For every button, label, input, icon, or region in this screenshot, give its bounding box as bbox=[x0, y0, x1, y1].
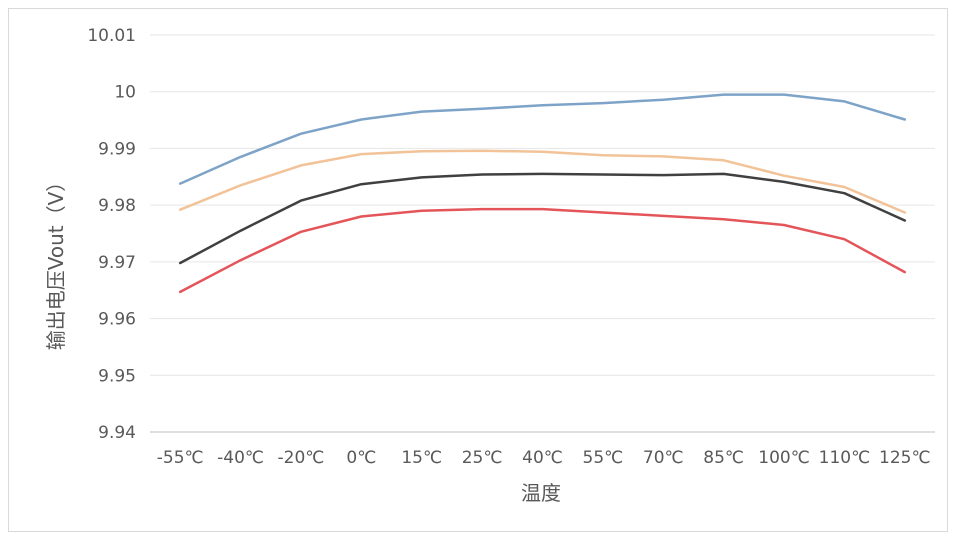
series-line-3 bbox=[178, 172, 907, 265]
y-tick-label: 10 bbox=[114, 83, 136, 103]
x-tick-label: 100℃ bbox=[758, 448, 810, 468]
x-tick-label: 110℃ bbox=[819, 448, 871, 468]
y-tick-label: 9.99 bbox=[98, 139, 136, 159]
x-tick-label: 40℃ bbox=[522, 448, 563, 468]
y-tick-label: 9.95 bbox=[98, 366, 136, 386]
y-tick-label: 10.01 bbox=[87, 26, 136, 46]
x-tick-label: 70℃ bbox=[643, 448, 684, 468]
y-axis-ticks: 9.94 9.95 9.96 9.97 9.98 9.99 10 10.01 bbox=[87, 26, 136, 443]
x-tick-label: 85℃ bbox=[703, 448, 744, 468]
series-line-1 bbox=[178, 93, 907, 185]
y-tick-label: 9.94 bbox=[98, 423, 136, 443]
x-tick-label: 15℃ bbox=[401, 448, 442, 468]
x-axis-title: 温度 bbox=[521, 481, 561, 505]
x-tick-label: -20℃ bbox=[278, 448, 325, 468]
series-line-4 bbox=[178, 207, 907, 294]
x-tick-label: 0℃ bbox=[346, 448, 376, 468]
x-tick-label: 125℃ bbox=[879, 448, 931, 468]
x-tick-label: -40℃ bbox=[217, 448, 264, 468]
y-tick-label: 9.97 bbox=[98, 253, 136, 273]
x-axis-ticks: -55℃ -40℃ -20℃ 0℃ 15℃ 25℃ 40℃ 55℃ 70℃ 85℃ 100℃ 110℃… bbox=[157, 448, 931, 468]
series-lines bbox=[178, 93, 907, 294]
gridlines bbox=[150, 34, 935, 433]
x-tick-label: 25℃ bbox=[462, 448, 503, 468]
series-line-2 bbox=[178, 149, 907, 214]
x-tick-label: -55℃ bbox=[157, 448, 204, 468]
y-tick-label: 9.98 bbox=[98, 196, 136, 216]
x-tick-label: 55℃ bbox=[583, 448, 624, 468]
y-axis-title: 输出电压Vout（V） bbox=[44, 172, 68, 351]
y-tick-label: 9.96 bbox=[98, 310, 136, 330]
